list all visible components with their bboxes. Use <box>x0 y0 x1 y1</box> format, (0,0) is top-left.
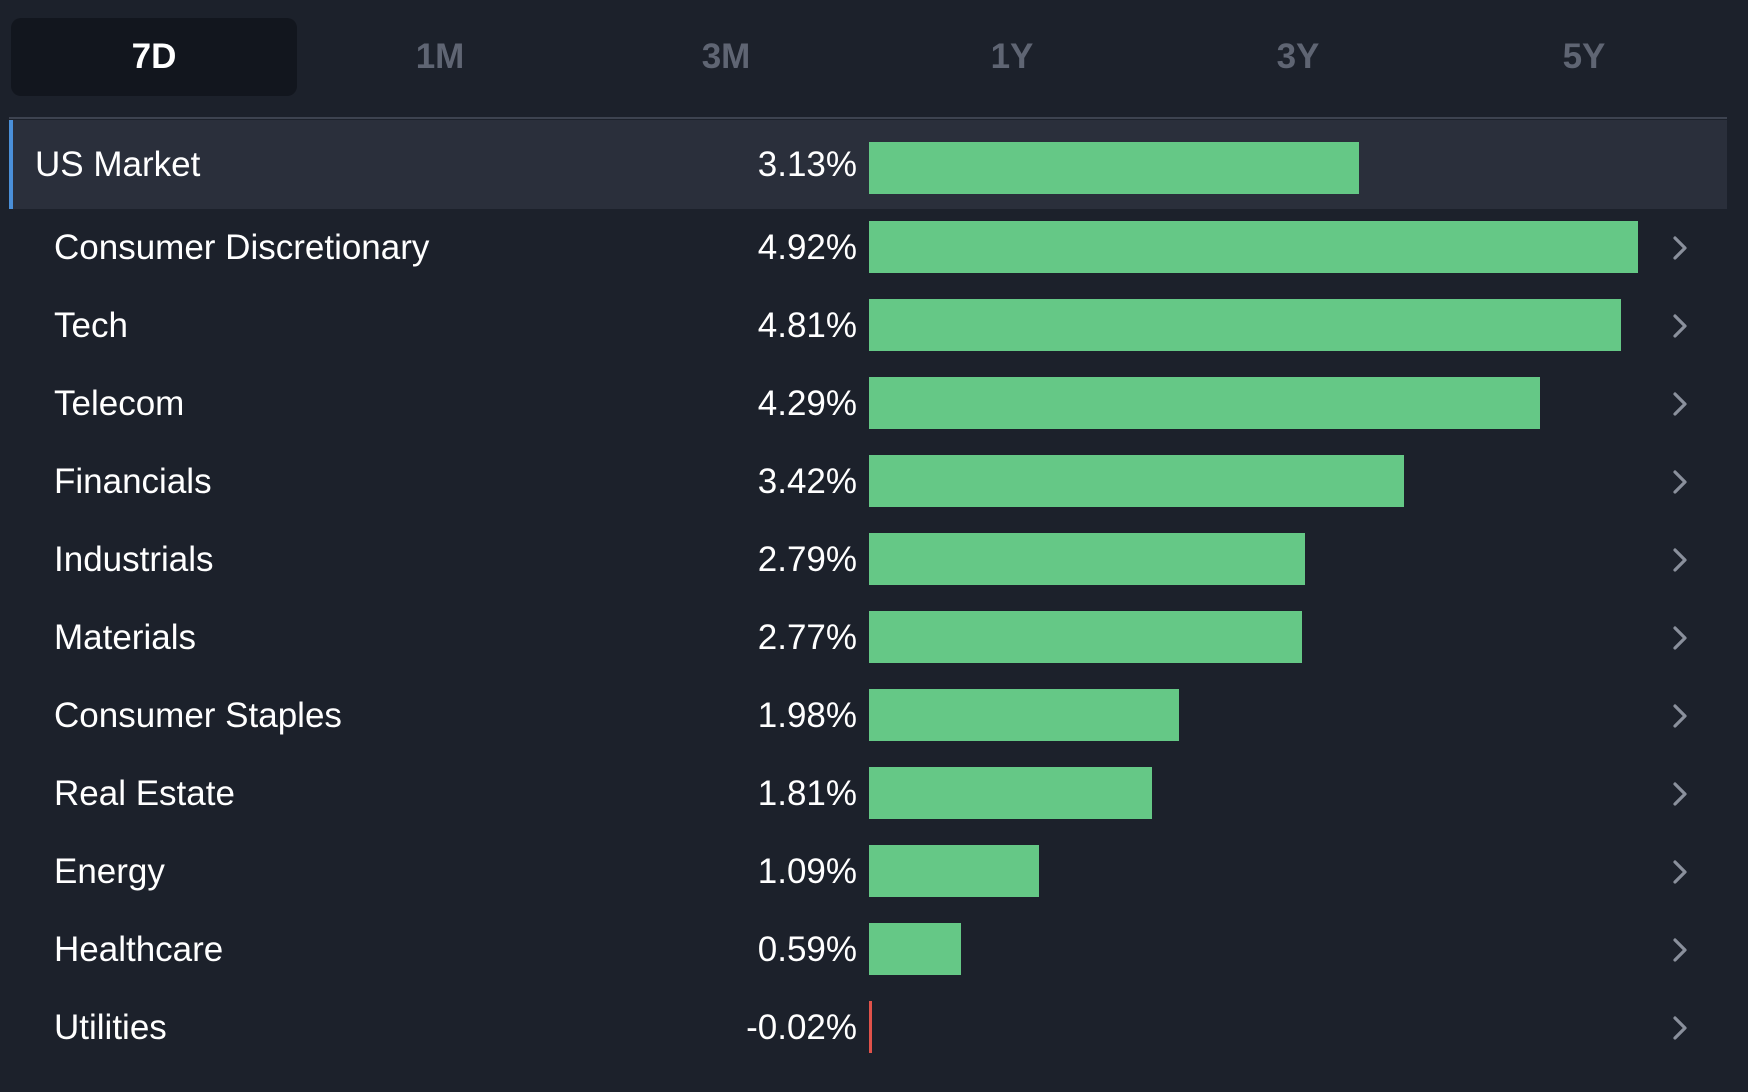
bar-track <box>869 443 1669 521</box>
chevron-right-icon[interactable] <box>1665 443 1695 521</box>
chevron-right-icon[interactable] <box>1665 209 1695 287</box>
bar-track <box>869 209 1669 287</box>
row-label: Real Estate <box>54 774 235 813</box>
bar-track <box>869 365 1669 443</box>
sector-row-healthcare[interactable]: Healthcare 0.59% <box>9 911 1727 989</box>
performance-bar <box>869 923 962 975</box>
row-value: 3.42% <box>757 462 857 501</box>
bar-track <box>869 120 1669 209</box>
chevron-right-icon[interactable] <box>1665 755 1695 833</box>
sector-row-tech[interactable]: Tech 4.81% <box>9 287 1727 365</box>
performance-bar <box>869 299 1622 351</box>
chevron-right-icon[interactable] <box>1665 287 1695 365</box>
bar-track <box>869 911 1669 989</box>
chevron-right-icon[interactable] <box>1665 599 1695 677</box>
performance-bar <box>869 221 1639 273</box>
row-value: 1.09% <box>757 852 857 891</box>
row-label: Utilities <box>54 1008 167 1047</box>
row-label: Telecom <box>54 384 185 423</box>
bar-track <box>869 677 1669 755</box>
row-value: 2.77% <box>757 618 857 657</box>
bar-track <box>869 521 1669 599</box>
bar-track <box>869 599 1669 677</box>
row-label: Healthcare <box>54 930 224 969</box>
chevron-right-icon[interactable] <box>1665 521 1695 599</box>
row-value: -0.02% <box>746 1008 857 1047</box>
sector-row-real-estate[interactable]: Real Estate 1.81% <box>9 755 1727 833</box>
performance-bar <box>869 611 1303 663</box>
tab-3m[interactable]: 3M <box>701 37 751 76</box>
tab-3y[interactable]: 3Y <box>1276 37 1320 76</box>
sector-row-energy[interactable]: Energy 1.09% <box>9 833 1727 911</box>
sector-row-financials[interactable]: Financials 3.42% <box>9 443 1727 521</box>
row-label: Tech <box>54 306 128 345</box>
tabs-divider <box>9 117 1727 119</box>
performance-bar <box>869 689 1179 741</box>
tab-1m[interactable]: 1M <box>415 37 465 76</box>
row-value: 2.79% <box>757 540 857 579</box>
row-label: Industrials <box>54 540 214 579</box>
performance-bar <box>869 142 1359 194</box>
row-value: 1.81% <box>757 774 857 813</box>
row-value: 4.81% <box>757 306 857 345</box>
performance-bar <box>869 455 1404 507</box>
row-label: Consumer Staples <box>54 696 342 735</box>
row-value: 0.59% <box>757 930 857 969</box>
bar-track <box>869 989 1669 1067</box>
chevron-right-icon[interactable] <box>1665 677 1695 755</box>
chevron-right-icon[interactable] <box>1665 365 1695 443</box>
tab-5y[interactable]: 5Y <box>1562 37 1606 76</box>
bar-track <box>869 755 1669 833</box>
chevron-right-icon[interactable] <box>1665 989 1695 1067</box>
bar-track <box>869 287 1669 365</box>
sector-row-utilities[interactable]: Utilities -0.02% <box>9 989 1727 1067</box>
performance-bar <box>869 533 1306 585</box>
sector-row-materials[interactable]: Materials 2.77% <box>9 599 1727 677</box>
row-value: 4.29% <box>757 384 857 423</box>
row-value: 3.13% <box>757 145 857 184</box>
tab-7d[interactable]: 7D <box>11 18 297 96</box>
sector-list: US Market 3.13% Consumer Discretionary 4.92… <box>9 120 1727 1067</box>
tab-1y[interactable]: 1Y <box>990 37 1034 76</box>
sector-row-consumer-staples[interactable]: Consumer Staples 1.98% <box>9 677 1727 755</box>
chevron-right-icon[interactable] <box>1665 911 1695 989</box>
performance-bar <box>869 767 1153 819</box>
sector-row-telecom[interactable]: Telecom 4.29% <box>9 365 1727 443</box>
negative-bar <box>869 1001 873 1053</box>
performance-bar <box>869 377 1540 429</box>
sector-row-industrials[interactable]: Industrials 2.79% <box>9 521 1727 599</box>
row-label: US Market <box>35 145 201 184</box>
bar-track <box>869 833 1669 911</box>
chevron-right-icon[interactable] <box>1665 833 1695 911</box>
sector-row-consumer-discretionary[interactable]: Consumer Discretionary 4.92% <box>9 209 1727 287</box>
row-label: Energy <box>54 852 165 891</box>
row-label: Materials <box>54 618 196 657</box>
period-tabs: 7D 1M 3M 1Y 3Y 5Y <box>11 18 1727 96</box>
row-label: Consumer Discretionary <box>54 228 430 267</box>
row-label: Financials <box>54 462 212 501</box>
performance-bar <box>869 845 1040 897</box>
row-value: 4.92% <box>757 228 857 267</box>
row-value: 1.98% <box>757 696 857 735</box>
market-summary-row: US Market 3.13% <box>9 120 1727 209</box>
